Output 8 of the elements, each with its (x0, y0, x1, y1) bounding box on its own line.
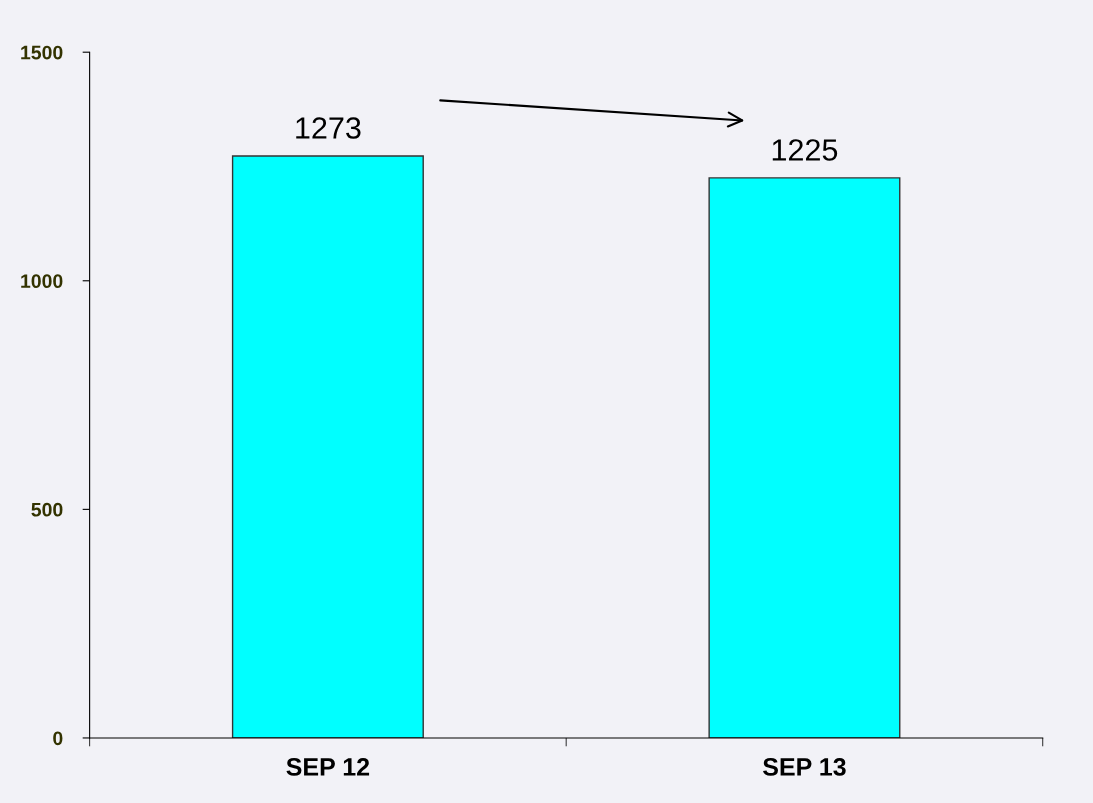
y-tick-label: 1500 (21, 45, 63, 60)
data-label: 1225 (772, 139, 838, 161)
y-tick-label: 0 (53, 731, 63, 746)
y-tick-label: 1000 (21, 274, 63, 289)
x-tick-label: SEP 12 (286, 758, 370, 776)
data-label: 1273 (296, 117, 361, 139)
x-tick-label: SEP 13 (763, 758, 846, 776)
y-tick-label: 500 (31, 502, 63, 517)
